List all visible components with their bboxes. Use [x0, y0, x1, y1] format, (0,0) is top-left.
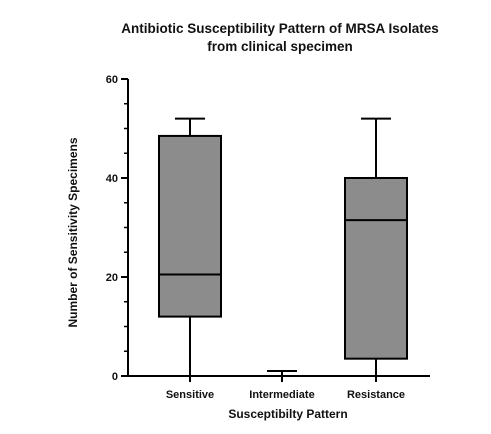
chart-title-line-2: from clinical specimen	[207, 39, 353, 54]
box-resistance	[344, 177, 408, 360]
x-tick-label-sensitive: Sensitive	[166, 389, 214, 401]
box-sensitive	[158, 134, 222, 318]
chart-title: Antibiotic Susceptibility Pattern of MRS…	[60, 20, 491, 56]
chart-title-line-1: Antibiotic Susceptibility Pattern of MRS…	[121, 21, 439, 36]
y-tick-label: 0	[112, 371, 118, 383]
y-axis-title: Number of Sensitivity Specimens	[66, 137, 80, 327]
x-tick-label-intermediate: Intermediate	[249, 389, 314, 401]
y-tick-label: 40	[106, 173, 118, 185]
y-tick-label: 20	[106, 272, 118, 284]
x-axis-title: Susceptibilty Pattern	[228, 407, 347, 421]
y-tick-label: 60	[106, 74, 118, 86]
x-tick-label-resistance: Resistance	[347, 389, 405, 401]
